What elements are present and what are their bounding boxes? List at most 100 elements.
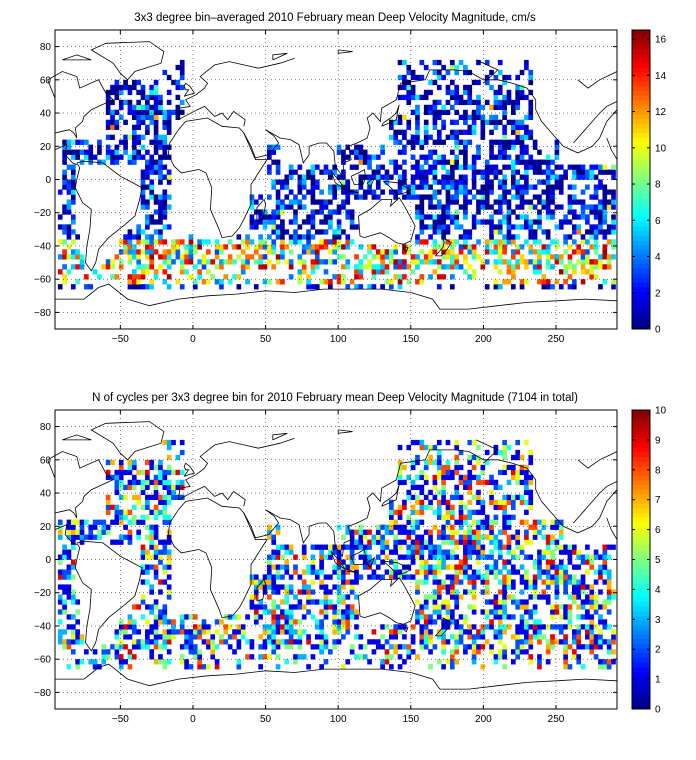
heatmap-cell: [558, 259, 564, 265]
heatmap-cell: [114, 519, 120, 525]
heatmap-cell: [598, 589, 603, 595]
heatmap-cell: [149, 239, 155, 245]
heatmap-cell: [267, 584, 272, 590]
heatmap-cell: [371, 534, 377, 540]
heatmap-cell: [571, 264, 577, 270]
heatmap-cell: [611, 244, 616, 250]
heatmap-cell: [463, 544, 468, 550]
heatmap-cell: [136, 249, 141, 255]
heatmap-cell: [57, 224, 63, 230]
heatmap-cell: [450, 554, 455, 560]
heatmap-cell: [606, 254, 612, 260]
heatmap-cell: [319, 644, 324, 650]
colorbar-segment: [632, 174, 650, 180]
heatmap-cell: [528, 129, 534, 135]
heatmap-cell: [510, 144, 516, 150]
heatmap-cell: [441, 479, 446, 486]
heatmap-cell: [589, 274, 595, 280]
heatmap-cell: [580, 644, 586, 650]
heatmap-cell: [332, 629, 338, 635]
heatmap-cell: [57, 599, 63, 605]
heatmap-cell: [528, 644, 534, 650]
heatmap-cell: [262, 254, 268, 260]
heatmap-cell: [184, 644, 189, 650]
heatmap-cell: [406, 654, 412, 660]
heatmap-cell: [519, 154, 525, 160]
heatmap-cell: [428, 489, 433, 496]
heatmap-cell: [467, 579, 473, 585]
heatmap-cell: [397, 629, 403, 635]
heatmap-cell: [297, 224, 303, 230]
heatmap-cell: [502, 529, 507, 535]
heatmap-cell: [519, 549, 525, 555]
heatmap-cell: [149, 609, 155, 615]
colorbar-segment: [632, 160, 650, 166]
heatmap-cell: [489, 169, 494, 175]
coastline: [350, 548, 367, 565]
heatmap-cell: [419, 74, 425, 81]
heatmap-cell: [236, 659, 242, 665]
heatmap-cell: [428, 149, 433, 155]
heatmap-cell: [332, 209, 338, 215]
heatmap-cell: [166, 254, 172, 260]
heatmap-cell: [489, 204, 494, 210]
heatmap-cell: [458, 189, 464, 195]
colorbar-segment: [632, 508, 650, 514]
heatmap-cell: [598, 574, 603, 580]
heatmap-cell: [57, 534, 63, 540]
heatmap-cell: [166, 489, 172, 496]
heatmap-cell: [467, 264, 473, 270]
heatmap-cell: [362, 194, 368, 200]
heatmap-cell: [493, 124, 499, 130]
heatmap-cell: [158, 509, 163, 515]
heatmap-cell: [519, 279, 525, 285]
heatmap-cell: [441, 539, 446, 545]
heatmap-cell: [62, 149, 67, 155]
heatmap-cell: [471, 244, 477, 250]
heatmap-cell: [585, 254, 590, 260]
heatmap-cell: [458, 464, 464, 471]
heatmap-cell: [602, 579, 608, 585]
heatmap-cell: [131, 459, 137, 466]
heatmap-cell: [284, 584, 290, 590]
heatmap-cell: [537, 279, 542, 285]
heatmap-cell: [598, 614, 603, 620]
heatmap-cell: [105, 509, 111, 515]
heatmap-cell: [328, 249, 333, 255]
heatmap-cell: [550, 239, 555, 245]
colorbar-tick-label: 5: [655, 555, 661, 566]
heatmap-cell: [532, 229, 538, 235]
heatmap-cell: [585, 624, 590, 630]
heatmap-cell: [558, 534, 564, 540]
heatmap-cell: [319, 259, 324, 265]
heatmap-cell: [375, 644, 381, 650]
heatmap-cell: [532, 269, 538, 275]
heatmap-cell: [262, 574, 268, 580]
heatmap-cell: [101, 529, 107, 535]
heatmap-cell: [528, 459, 534, 466]
heatmap-cell: [489, 224, 494, 230]
heatmap-cell: [593, 549, 599, 555]
heatmap-cell: [319, 559, 324, 565]
heatmap-cell: [201, 239, 207, 245]
heatmap-cell: [524, 114, 529, 120]
heatmap-cell: [88, 534, 94, 540]
heatmap-cell: [271, 649, 277, 655]
heatmap-cell: [297, 604, 303, 610]
heatmap-cell: [493, 634, 499, 640]
heatmap-cell: [476, 79, 481, 86]
heatmap-cell: [524, 189, 529, 195]
heatmap-cell: [441, 474, 446, 481]
heatmap-cell: [131, 254, 137, 260]
heatmap-cell: [493, 614, 499, 620]
y-tick-label: −40: [34, 241, 51, 252]
heatmap-cell: [158, 229, 163, 235]
heatmap-cell: [415, 239, 420, 245]
heatmap-cell: [606, 579, 612, 585]
heatmap-cell: [188, 249, 194, 255]
heatmap-cell: [136, 134, 141, 140]
heatmap-cell: [571, 284, 577, 290]
heatmap-cell: [476, 154, 481, 160]
heatmap-cell: [397, 264, 403, 270]
heatmap-cell: [171, 634, 176, 640]
